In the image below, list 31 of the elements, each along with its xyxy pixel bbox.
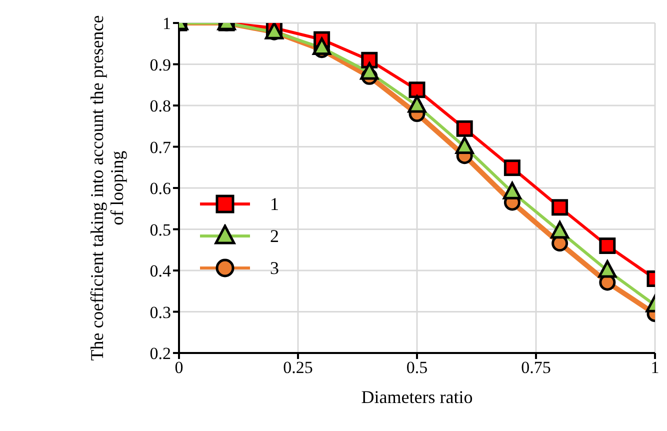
point: [502, 182, 522, 200]
y-tick-label: 0.5: [150, 220, 171, 240]
y-tick-label: 0.3: [150, 302, 171, 322]
point: [408, 82, 426, 98]
legend-label: 3: [270, 258, 279, 278]
y-tick-label: 0.2: [150, 344, 171, 364]
point: [552, 199, 568, 216]
y-tick-label: 0.8: [150, 96, 171, 116]
point: [312, 38, 332, 55]
point: [408, 95, 426, 113]
y-tick-label: 1: [162, 14, 171, 34]
point: [599, 238, 616, 254]
y-tick-label: 0.7: [150, 138, 172, 157]
y-axis-title: The coefficient taking into account the presence of looping: [87, 15, 127, 361]
point: [598, 260, 617, 278]
y-tick-label: 0.6: [150, 179, 171, 198]
x-tick-label: 0.5: [406, 358, 428, 378]
point: [550, 221, 570, 239]
y-tick-label: 0.9: [150, 55, 171, 74]
point: [455, 136, 474, 154]
point: [360, 62, 379, 80]
point: [504, 160, 520, 176]
legend-label: 2: [270, 226, 279, 246]
x-tick-label: 0.25: [283, 358, 313, 378]
legend-label: 1: [270, 194, 279, 214]
point: [456, 120, 473, 137]
x-tick-label: 1: [650, 358, 660, 378]
x-axis-title: Diameters ratio: [361, 387, 473, 407]
y-tick-label: 0.4: [150, 262, 172, 281]
x-tick-label: 0: [174, 358, 184, 378]
x-tick-label: 0.75: [521, 358, 551, 378]
